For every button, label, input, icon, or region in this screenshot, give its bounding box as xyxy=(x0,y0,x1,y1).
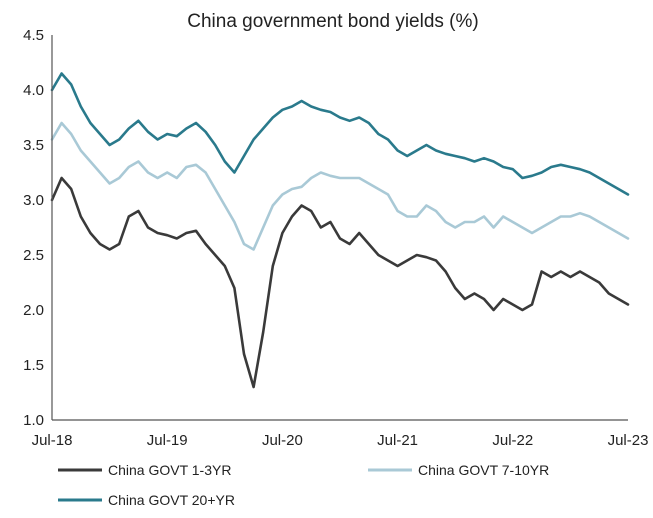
x-tick-label: Jul-18 xyxy=(32,432,73,449)
y-tick-label: 2.0 xyxy=(23,302,44,319)
y-tick-label: 3.5 xyxy=(23,137,44,154)
y-tick-label: 1.5 xyxy=(23,357,44,374)
y-axis-ticks: 4.5 4.0 3.5 3.0 2.5 2.0 1.5 1.0 xyxy=(23,27,44,429)
y-tick-label: 4.5 xyxy=(23,27,44,44)
x-tick-label: Jul-19 xyxy=(147,432,188,449)
legend: China GOVT 1-3YR China GOVT 7-10YR China G… xyxy=(58,462,549,508)
legend-label: China GOVT 7-10YR xyxy=(418,462,549,478)
y-tick-label: 4.0 xyxy=(23,82,44,99)
y-tick-label: 1.0 xyxy=(23,412,44,429)
legend-label: China GOVT 20+YR xyxy=(108,492,235,508)
x-tick-label: Jul-22 xyxy=(492,432,533,449)
series-line-1 xyxy=(50,176,630,389)
x-tick-label: Jul-20 xyxy=(262,432,303,449)
legend-label: China GOVT 1-3YR xyxy=(108,462,231,478)
x-axis-ticks: Jul-18 Jul-19 Jul-20 Jul-21 Jul-22 Jul-23 xyxy=(32,432,649,449)
x-tick-label: Jul-21 xyxy=(377,432,418,449)
y-tick-label: 2.5 xyxy=(23,247,44,264)
x-tick-label: Jul-23 xyxy=(608,432,649,449)
y-tick-label: 3.0 xyxy=(23,192,44,209)
series-layer xyxy=(50,72,630,389)
series-line-3 xyxy=(50,72,630,196)
series-line-2 xyxy=(50,121,630,251)
chart-title: China government bond yields (%) xyxy=(187,11,479,32)
